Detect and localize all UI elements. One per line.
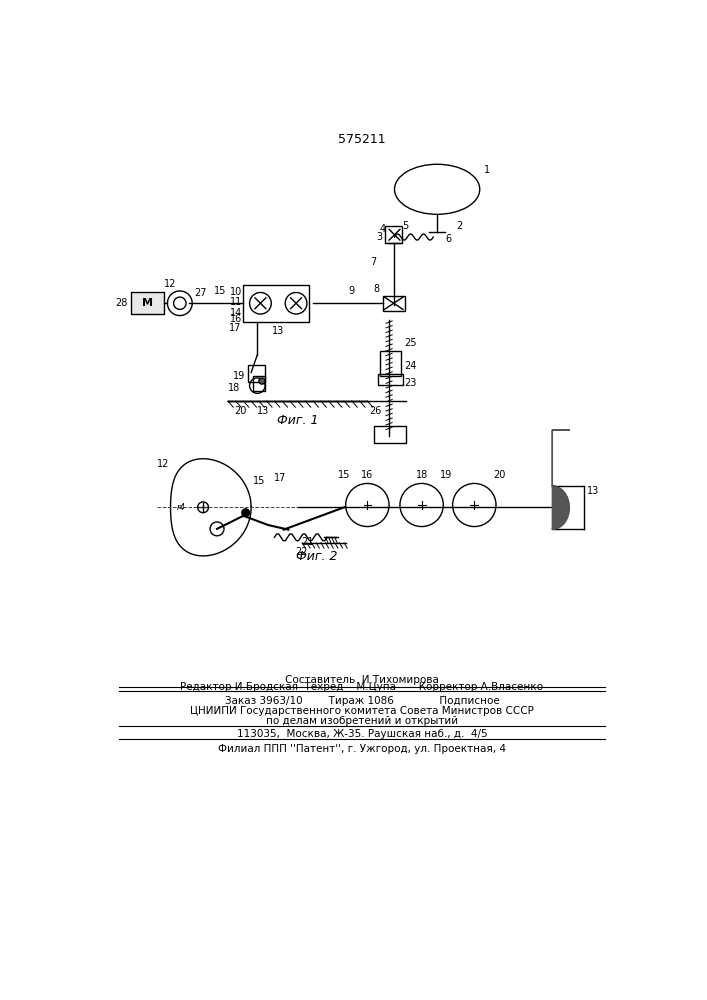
Circle shape [259, 378, 265, 384]
Text: 13: 13 [272, 326, 284, 336]
Text: 2: 2 [457, 221, 463, 231]
Bar [252, 376, 265, 391]
Text: 11: 11 [230, 297, 242, 307]
Text: Заказ 3963/10        Тираж 1086              Подписное: Заказ 3963/10 Тираж 1086 Подписное [225, 696, 499, 706]
Bar [380, 351, 402, 376]
Text: 12: 12 [163, 279, 176, 289]
Text: 6: 6 [445, 234, 451, 244]
Text: 21: 21 [301, 537, 314, 547]
Text: 16: 16 [230, 314, 242, 324]
Text: по делам изобретений и открытий: по делам изобретений и открытий [266, 716, 458, 726]
Text: 28: 28 [115, 298, 127, 308]
Text: r4: r4 [176, 503, 185, 512]
Text: 23: 23 [404, 378, 417, 388]
Text: 20: 20 [493, 470, 506, 480]
Text: 8: 8 [373, 284, 379, 294]
Text: 7: 7 [370, 257, 377, 267]
Text: 22: 22 [296, 547, 308, 557]
Text: Фиг. 2: Фиг. 2 [296, 550, 338, 563]
Text: 12: 12 [156, 459, 169, 469]
Text: 5: 5 [402, 221, 409, 231]
Text: Фиг. 1: Фиг. 1 [277, 414, 318, 427]
Text: 25: 25 [404, 338, 417, 348]
Text: 19: 19 [440, 470, 452, 480]
Text: 18: 18 [416, 470, 428, 480]
Bar [243, 285, 309, 322]
Text: 13: 13 [257, 406, 269, 416]
Text: 26: 26 [369, 406, 381, 416]
Circle shape [242, 509, 250, 517]
Text: 18: 18 [228, 383, 240, 393]
Text: 10: 10 [230, 287, 242, 297]
Text: 24: 24 [404, 361, 417, 371]
Bar [131, 292, 163, 314]
Text: 575211: 575211 [338, 133, 386, 146]
Text: 3: 3 [377, 232, 383, 242]
Text: 16: 16 [361, 470, 373, 480]
Text: 17: 17 [230, 323, 242, 333]
Text: 27: 27 [194, 288, 206, 298]
Text: 15: 15 [338, 470, 350, 480]
Bar [383, 296, 404, 311]
Bar [248, 365, 265, 382]
Text: 1: 1 [484, 165, 490, 175]
Text: Составитель  И.Тихомирова: Составитель И.Тихомирова [285, 675, 439, 685]
Text: 4: 4 [379, 224, 385, 234]
Text: 17: 17 [274, 473, 287, 483]
Text: 13: 13 [587, 486, 599, 496]
Text: 9: 9 [349, 286, 355, 296]
Bar [385, 226, 402, 243]
Text: 14: 14 [230, 308, 242, 318]
Text: Филиал ППП ''Патент'', г. Ужгород, ул. Проектная, 4: Филиал ППП ''Патент'', г. Ужгород, ул. П… [218, 744, 506, 754]
Text: М: М [142, 298, 153, 308]
Text: 113035,  Москва, Ж-35. Раушская наб., д.  4/5: 113035, Москва, Ж-35. Раушская наб., д. … [237, 729, 487, 739]
Text: 15: 15 [214, 286, 226, 296]
Bar [378, 374, 403, 385]
Text: 19: 19 [233, 371, 245, 381]
Text: ЦНИИПИ Государственного комитета Совета Министров СССР: ЦНИИПИ Государственного комитета Совета … [190, 706, 534, 716]
Text: 20: 20 [234, 406, 247, 416]
Text: 15: 15 [252, 476, 265, 486]
Bar [373, 426, 406, 443]
Text: Редактор И.Бродская  Техред    М.Цупа       Корректор А.Власенко: Редактор И.Бродская Техред М.Цупа Коррек… [180, 682, 544, 692]
